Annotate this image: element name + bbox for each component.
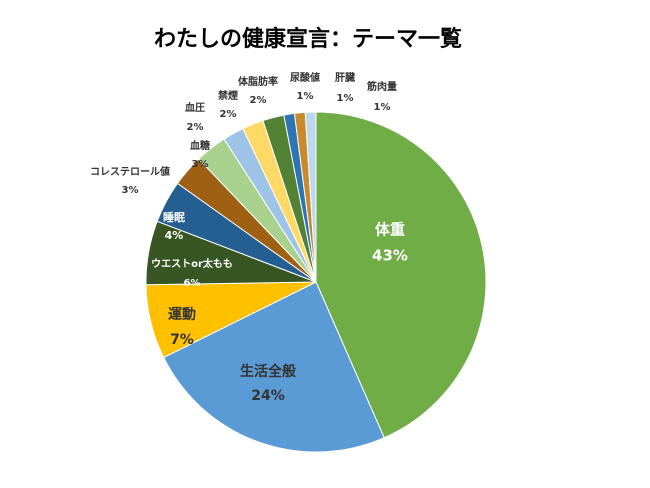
- value-label: 3%: [122, 185, 139, 196]
- slice-label: 体脂肪率: [238, 75, 278, 88]
- slice-label: 体重: [375, 221, 405, 239]
- slice-label: 血糖: [190, 139, 210, 152]
- slice-label: 血圧: [185, 101, 205, 114]
- value-label: 2%: [220, 109, 237, 120]
- slice-label: 尿酸値: [290, 71, 320, 84]
- value-label: 3%: [192, 159, 209, 170]
- value-label: 6%: [184, 278, 201, 289]
- value-label: 4%: [165, 229, 184, 242]
- pie-slice: [304, 111, 317, 283]
- chart-title: わたしの健康宣言：テーマ一覧: [154, 26, 462, 52]
- pie-slice: [315, 111, 487, 439]
- slice-label: ウエストor太もも: [151, 257, 233, 270]
- value-label: 1%: [297, 91, 314, 102]
- value-label: 43%: [372, 247, 408, 265]
- slice-label: 運動: [168, 306, 196, 323]
- slice-label: 筋肉量: [366, 80, 397, 93]
- value-label: 2%: [187, 122, 204, 133]
- slice-label: 肝臓: [335, 71, 355, 84]
- value-label: 7%: [170, 332, 194, 348]
- slice-label: コレステロール値: [90, 165, 170, 178]
- slice-label: 睡眠: [163, 210, 185, 224]
- slice-label: 禁煙: [217, 89, 238, 102]
- value-label: 1%: [374, 102, 391, 113]
- pie-slice: [163, 281, 385, 453]
- slice-label: 生活全般: [240, 363, 296, 380]
- value-label: 24%: [251, 388, 285, 404]
- value-label: 2%: [250, 95, 267, 106]
- value-label: 1%: [337, 93, 354, 104]
